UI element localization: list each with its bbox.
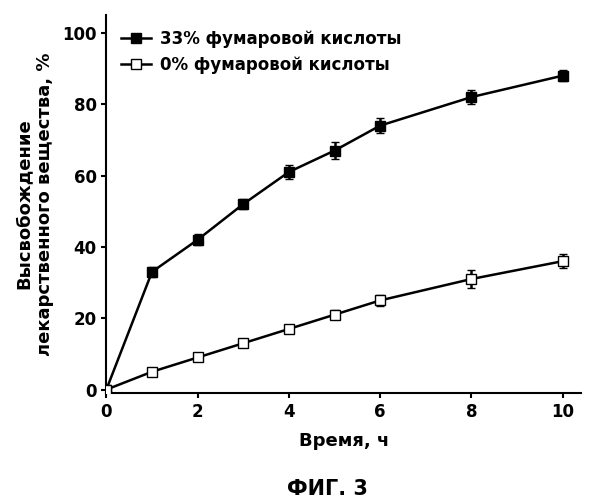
Y-axis label: Высвобождение
лекарственного вещества, %: Высвобождение лекарственного вещества, % xyxy=(15,52,54,356)
Text: ФИГ. 3: ФИГ. 3 xyxy=(287,479,368,499)
X-axis label: Время, ч: Время, ч xyxy=(299,432,389,450)
Legend: 33% фумаровой кислоты, 0% фумаровой кислоты: 33% фумаровой кислоты, 0% фумаровой кисл… xyxy=(114,24,408,81)
